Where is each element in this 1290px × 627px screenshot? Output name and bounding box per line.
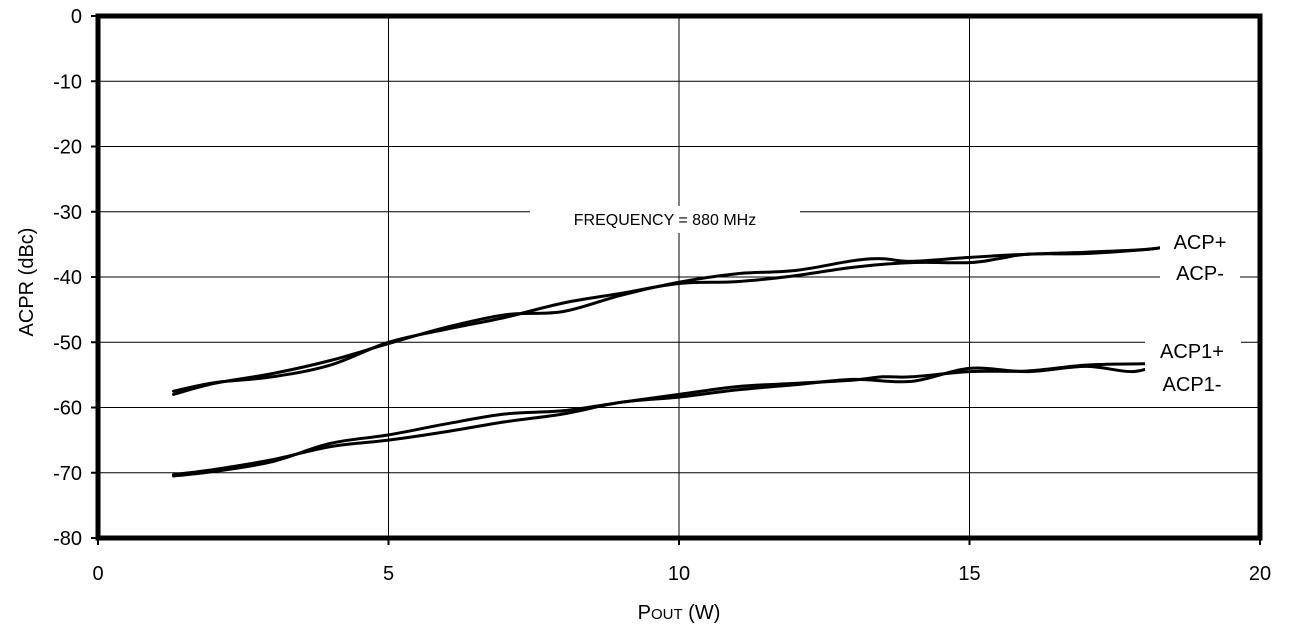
y-tick-label: -50: [53, 332, 82, 354]
x-tick-label: 20: [1249, 563, 1271, 585]
series-label-boxes: [1145, 226, 1241, 398]
x-tick-label: 5: [383, 563, 394, 585]
y-tick-label: -30: [53, 202, 82, 224]
series-line-acp-minus: [172, 246, 1163, 393]
series-label-acp1-minus: ACP1-: [1163, 374, 1222, 396]
x-tick-label: 10: [668, 563, 690, 585]
y-tick-label: -10: [53, 71, 82, 93]
series-line-acp1-plus: [172, 362, 1163, 478]
y-tick-label: -70: [53, 463, 82, 485]
x-axis-title: POUT (W): [638, 602, 721, 624]
y-tick-label: -20: [53, 137, 82, 159]
series-line-acp1-minus: [172, 362, 1163, 477]
annotation-box: FREQUENCY = 880 MHz: [530, 206, 800, 233]
series-label-acp-minus: ACP-: [1176, 263, 1224, 285]
y-tick-label: -60: [53, 398, 82, 420]
y-axis-title: ACPR (dBc): [16, 228, 38, 337]
axis-ticks: 0 5 10 15 20 0 -10 -20 -30 -40 -50 -60 -70 -80: [53, 6, 1271, 585]
series-lines: [172, 246, 1163, 478]
y-tick-label: -40: [53, 267, 82, 289]
series-label-acp-plus: ACP+: [1174, 232, 1227, 254]
y-tick-label: -80: [53, 528, 82, 550]
x-axis-title-prefix: P: [638, 602, 651, 624]
x-axis-title-suffix: (W): [683, 602, 721, 624]
series-label-acp1-plus: ACP1+: [1160, 341, 1224, 363]
y-tick-label: 0: [71, 6, 82, 28]
x-tick-label: 0: [92, 563, 103, 585]
frequency-annotation: FREQUENCY = 880 MHz: [574, 212, 756, 229]
x-tick-label: 15: [958, 563, 980, 585]
x-axis-title-subscript: OUT: [651, 606, 683, 623]
